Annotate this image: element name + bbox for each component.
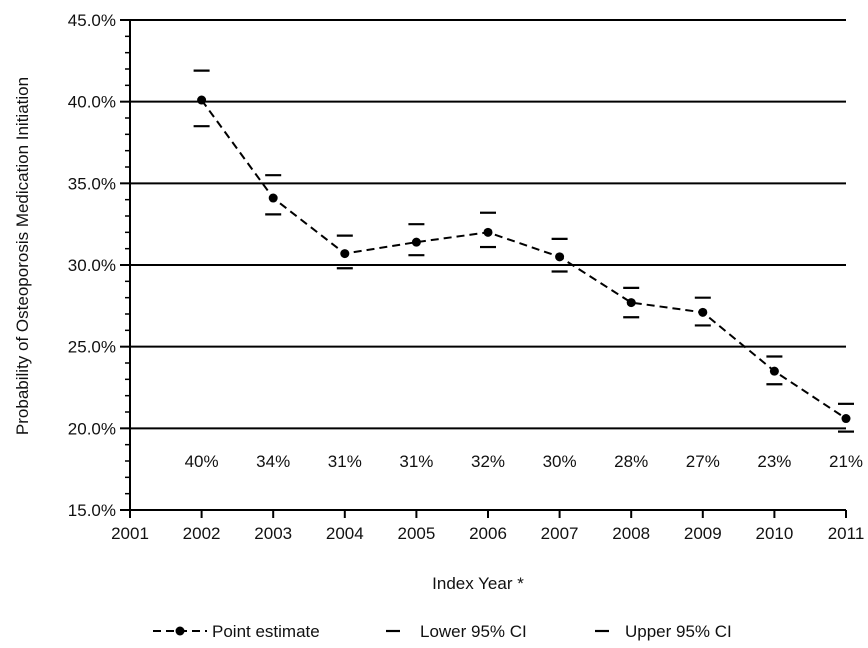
legend-point-estimate-label: Point estimate	[212, 622, 320, 641]
data-label: 34%	[256, 452, 290, 471]
point-estimate-marker	[268, 193, 278, 203]
point-estimate-marker	[841, 414, 851, 424]
x-tick-label: 2009	[684, 524, 722, 543]
data-label: 27%	[686, 452, 720, 471]
legend: Point estimate Lower 95% CI Upper 95% CI	[153, 622, 732, 641]
data-label: 23%	[757, 452, 791, 471]
data-labels: 40% 34% 31% 31% 32% 30% 28% 27% 23% 21%	[185, 452, 863, 471]
point-estimate-marker	[483, 227, 493, 237]
point-estimate-line	[200, 99, 847, 420]
x-tick-label: 2003	[254, 524, 292, 543]
x-tick-label: 2004	[326, 524, 364, 543]
y-axis-label: Probability of Osteoporosis Medication I…	[13, 77, 32, 435]
x-axis-ticks: 2001 2002 2003 2004 2005 2006 2007 2008 2009 2010…	[111, 510, 864, 543]
point-estimate-marker	[555, 252, 565, 262]
x-tick-label: 2010	[755, 524, 793, 543]
x-axis-label: Index Year *	[432, 574, 524, 593]
point-estimate-marker	[769, 366, 779, 376]
point-estimate-marker	[340, 249, 350, 259]
x-tick-label: 2001	[111, 524, 149, 543]
x-tick-label: 2002	[183, 524, 221, 543]
y-tick-label: 30.0%	[68, 256, 116, 275]
y-axis-ticks: 15.0% 20.0% 25.0% 30.0% 35.0% 40.0% 45.0%	[68, 11, 130, 520]
series	[193, 69, 854, 433]
data-label: 31%	[399, 452, 433, 471]
data-label: 31%	[328, 452, 362, 471]
point-estimate-marker	[411, 237, 421, 247]
data-label: 28%	[614, 452, 648, 471]
x-tick-label: 2006	[469, 524, 507, 543]
x-tick-label: 2008	[612, 524, 650, 543]
legend-point-estimate-marker	[175, 626, 185, 636]
point-estimate-marker	[698, 307, 708, 317]
y-tick-label: 25.0%	[68, 338, 116, 357]
y-tick-label: 35.0%	[68, 174, 116, 193]
x-tick-label: 2005	[397, 524, 435, 543]
y-tick-label: 40.0%	[68, 93, 116, 112]
legend-lower-ci-label: Lower 95% CI	[420, 622, 527, 641]
point-estimate-marker	[197, 95, 207, 105]
data-label: 32%	[471, 452, 505, 471]
data-label: 30%	[543, 452, 577, 471]
y-tick-label: 20.0%	[68, 419, 116, 438]
x-tick-label: 2011	[828, 524, 865, 543]
legend-upper-ci-label: Upper 95% CI	[625, 622, 732, 641]
gridlines	[130, 19, 846, 430]
x-tick-label: 2007	[541, 524, 579, 543]
point-estimate-marker	[626, 298, 636, 308]
data-label: 40%	[185, 452, 219, 471]
data-label: 21%	[829, 452, 863, 471]
y-tick-label: 15.0%	[68, 501, 116, 520]
y-tick-label: 45.0%	[68, 11, 116, 30]
